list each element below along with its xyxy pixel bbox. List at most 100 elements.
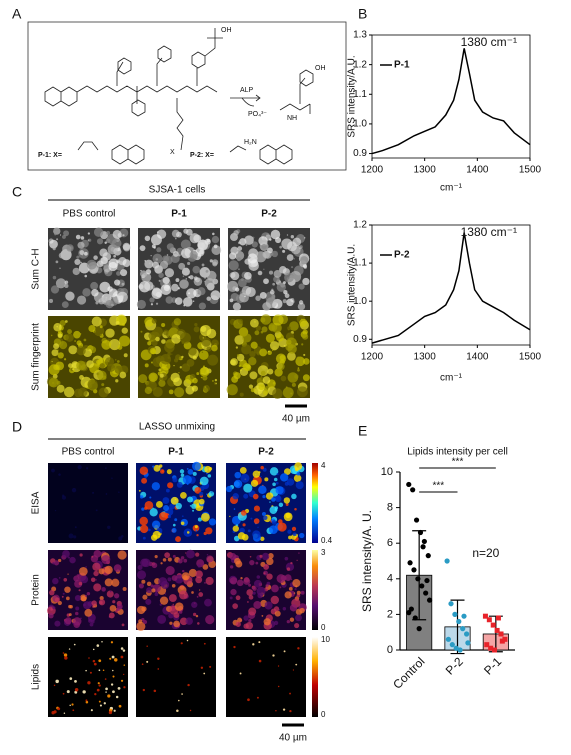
micrograph-speck [300, 256, 309, 265]
micrograph-speck [238, 318, 244, 325]
micrograph-speck [177, 234, 180, 237]
reaction-arrow [230, 94, 261, 102]
micrograph-speck [196, 595, 199, 598]
x-tick-label: 1200 [361, 352, 384, 363]
micrograph-speck [146, 645, 148, 647]
micrograph-speck [186, 639, 189, 642]
micrograph-speck [102, 669, 105, 672]
micrograph-speck [52, 247, 56, 251]
micrograph-speck [187, 683, 190, 687]
micrograph-speck [193, 326, 200, 333]
y-tick-label: 1.2 [353, 220, 367, 231]
micrograph-speck [88, 618, 93, 623]
micrograph-speck [97, 370, 107, 381]
micrograph-speck [53, 684, 56, 687]
micrograph-speck [90, 281, 99, 290]
micrograph-speck [182, 575, 188, 581]
micrograph-speck [162, 276, 170, 285]
micrograph-speck [289, 692, 291, 695]
colorbar [312, 550, 318, 630]
micrograph-speck [180, 521, 185, 526]
micrograph-speck [118, 704, 122, 708]
micrograph-speck [142, 619, 148, 625]
micrograph-speck [296, 386, 308, 398]
micrograph-speck [92, 562, 101, 571]
micrograph-speck [123, 664, 126, 666]
micrograph-speck [285, 503, 289, 507]
micrograph-speck [253, 518, 260, 524]
micrograph-speck [151, 562, 158, 569]
micrograph-speck [90, 709, 93, 712]
panel-label: E [358, 423, 367, 439]
micrograph-speck [250, 388, 255, 393]
micrograph-speck [230, 588, 237, 596]
micrograph-speck [188, 292, 191, 295]
micrograph-speck [177, 287, 181, 290]
atom-label: NH [287, 115, 297, 122]
micrograph [48, 463, 128, 543]
y-tick-label: 0.9 [353, 334, 367, 345]
micrograph-speck [177, 558, 183, 564]
row-label: Protein [31, 574, 42, 606]
micrograph-speck [173, 620, 180, 628]
micrograph-speck [258, 485, 267, 494]
micrograph-speck [240, 510, 247, 516]
micrograph-speck [264, 601, 273, 610]
micrograph-speck [150, 234, 162, 246]
micrograph-speck [278, 519, 283, 524]
micrograph-speck [271, 250, 279, 258]
micrograph-speck [148, 262, 151, 265]
micrograph-speck [148, 372, 158, 382]
micrograph-speck [283, 344, 286, 347]
micrograph-speck [294, 623, 300, 629]
micrograph-speck [161, 322, 166, 328]
micrograph-speck [229, 596, 233, 600]
micrograph-speck [105, 230, 111, 236]
micrograph-speck [237, 617, 243, 623]
phenyl [131, 86, 146, 117]
micrograph-speck [120, 679, 124, 682]
micrograph-speck [261, 511, 266, 516]
micrograph-speck [99, 601, 103, 605]
micrograph-speck [249, 555, 252, 558]
micrograph-speck [155, 302, 159, 305]
micrograph-speck [89, 671, 92, 674]
micrograph-speck [80, 236, 85, 240]
micrograph-speck [108, 288, 118, 298]
micrograph-speck [144, 506, 148, 510]
micrograph-speck [289, 321, 299, 331]
micrograph-speck [148, 332, 157, 340]
micrograph-speck [59, 341, 68, 350]
micrograph-speck [244, 364, 252, 372]
micrograph-speck [229, 515, 231, 518]
micrograph-speck [293, 474, 302, 482]
column-header: PBS control [62, 447, 115, 458]
colorbar-label: 0 [321, 710, 326, 719]
panel-title: LASSO unmixing [139, 422, 215, 433]
micrograph-speck [114, 279, 121, 286]
micrograph-speck [146, 660, 149, 663]
micrograph-speck [118, 491, 120, 493]
micrograph-speck [181, 355, 184, 359]
micrograph-speck [64, 586, 71, 593]
data-point [488, 645, 494, 651]
micrograph-speck [57, 707, 61, 711]
micrograph-speck [204, 598, 212, 607]
micrograph-speck [272, 482, 276, 487]
x-tick-label: P-2 [443, 654, 466, 677]
micrograph-speck [196, 534, 199, 537]
data-point [502, 636, 508, 642]
micrograph-speck [92, 659, 96, 663]
micrograph-speck [248, 384, 254, 389]
micrograph-speck [113, 564, 122, 572]
micrograph-speck [180, 239, 191, 250]
micrograph-speck [171, 527, 177, 533]
y-axis-label: SRS intensity/A.U. [347, 55, 358, 137]
micrograph-speck [68, 345, 78, 355]
micrograph-speck [213, 244, 218, 249]
micrograph-speck [214, 378, 218, 382]
micrograph-speck [240, 576, 243, 580]
micrograph-speck [291, 493, 297, 500]
micrograph-speck [170, 496, 179, 505]
micrograph-speck [212, 232, 215, 236]
